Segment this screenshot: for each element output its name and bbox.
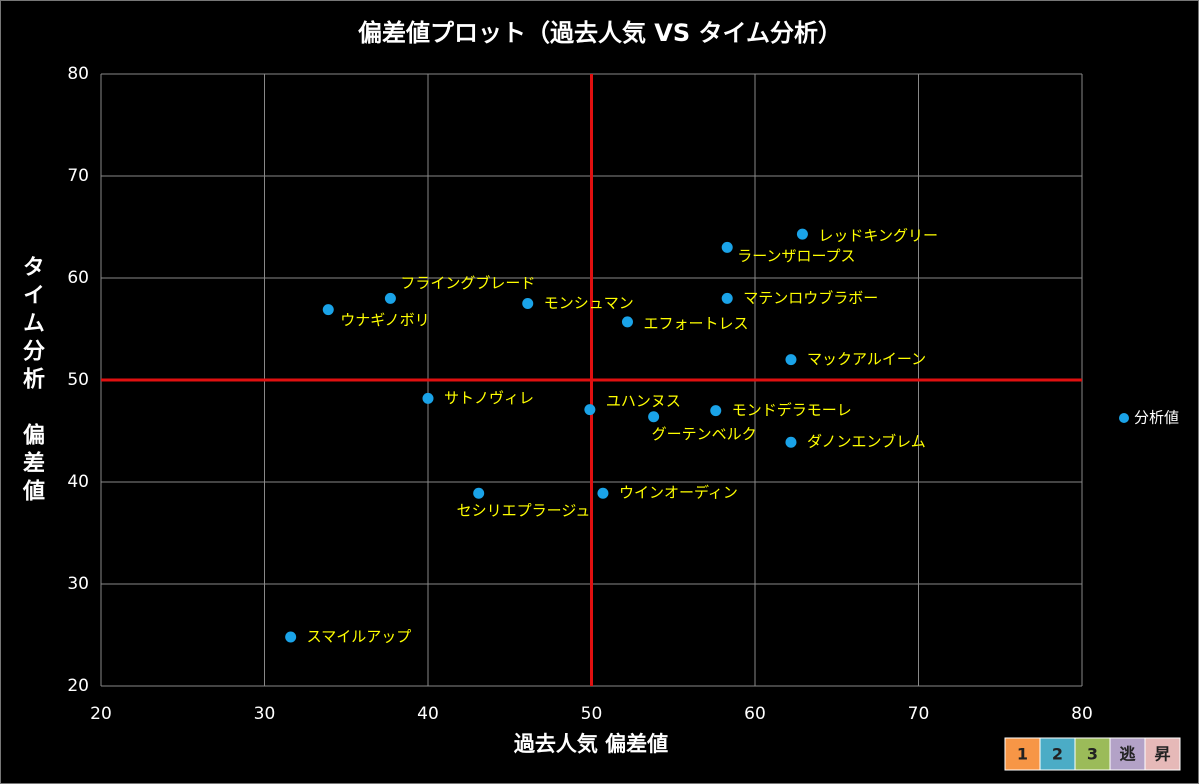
point <box>584 404 596 416</box>
y-tick-label: 50 <box>67 370 89 390</box>
point <box>522 298 534 309</box>
point <box>785 354 797 366</box>
x-tick-label: 50 <box>581 704 603 724</box>
y-tick-label: 80 <box>67 64 89 84</box>
point <box>721 292 733 304</box>
point <box>621 316 633 328</box>
point-label: グーテンベルク <box>652 425 757 443</box>
point <box>796 228 808 240</box>
point-label: ユハンヌス <box>606 392 681 410</box>
badge <box>1039 737 1076 771</box>
point <box>384 292 396 304</box>
point <box>422 392 434 404</box>
point <box>710 405 722 417</box>
badge <box>1004 737 1041 771</box>
point <box>785 436 797 448</box>
point <box>322 304 334 316</box>
badge-label: 2 <box>1052 745 1063 764</box>
point-label: ダノンエンブレム <box>807 433 926 451</box>
x-tick-label: 40 <box>417 704 439 724</box>
point <box>597 487 609 499</box>
badge-label: 3 <box>1087 745 1098 764</box>
point <box>721 241 733 253</box>
y-tick-label: 70 <box>67 166 89 186</box>
x-tick-label: 20 <box>90 704 112 724</box>
point-label: エフォートレス <box>643 314 748 332</box>
point-label: スマイルアップ <box>307 628 412 646</box>
badge <box>1074 737 1111 771</box>
badge-label: 昇 <box>1154 745 1170 764</box>
legend-label: 分析値 <box>1134 409 1179 427</box>
point-label: マックアルイーン <box>807 350 926 368</box>
point <box>285 631 297 643</box>
point-label: モンシュマン <box>544 294 634 312</box>
point-label: ウインオーディン <box>619 484 738 502</box>
badge-label: 1 <box>1017 745 1028 764</box>
x-tick-label: 80 <box>1071 704 1093 724</box>
x-tick-label: 60 <box>744 704 766 724</box>
point-label: フライングブレード <box>400 274 535 292</box>
y-tick-label: 60 <box>67 268 89 288</box>
y-tick-label: 40 <box>67 472 89 492</box>
point <box>473 487 485 499</box>
y-tick-label: 20 <box>67 676 89 696</box>
point-label: モンドデラモーレ <box>732 401 852 419</box>
y-axis-label: タイム分析 偏差値 <box>19 255 44 507</box>
badge <box>1144 737 1181 771</box>
legend-marker <box>1119 413 1129 423</box>
point-label: サトノヴィレ <box>444 389 534 407</box>
x-axis-label: 過去人気 偏差値 <box>514 732 668 756</box>
point-label: ウナギノボリ <box>340 311 429 329</box>
y-tick-label: 30 <box>67 574 89 594</box>
point-label: セシリエプラージュ <box>457 502 591 520</box>
point-label: ラーンザロープス <box>737 247 855 265</box>
badge-label: 逃 <box>1119 745 1136 764</box>
point-label: レッドキングリー <box>818 227 938 245</box>
chart-title: 偏差値プロット（過去人気 VS タイム分析） <box>358 19 842 47</box>
point <box>648 411 660 423</box>
x-tick-label: 70 <box>908 704 930 724</box>
x-tick-label: 30 <box>254 704 276 724</box>
point-label: マテンロウブラボー <box>743 289 878 307</box>
